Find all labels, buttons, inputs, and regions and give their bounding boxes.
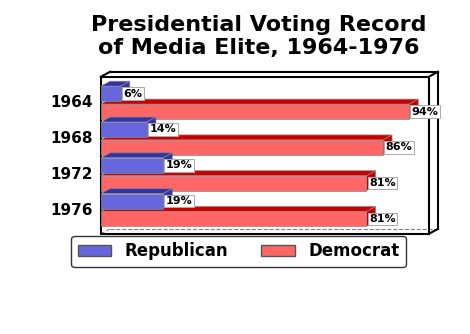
Bar bbox=[101, 86, 121, 101]
Text: 6%: 6% bbox=[123, 89, 142, 99]
Bar bbox=[101, 194, 163, 208]
Polygon shape bbox=[163, 189, 172, 208]
Polygon shape bbox=[367, 171, 376, 191]
Polygon shape bbox=[101, 81, 130, 86]
Polygon shape bbox=[383, 135, 392, 155]
Polygon shape bbox=[367, 206, 376, 226]
Bar bbox=[101, 176, 367, 191]
Bar bbox=[101, 211, 367, 226]
Polygon shape bbox=[121, 81, 130, 101]
Bar bbox=[101, 77, 429, 234]
Polygon shape bbox=[147, 117, 156, 137]
Bar bbox=[101, 104, 409, 119]
Text: 14%: 14% bbox=[149, 125, 176, 135]
Polygon shape bbox=[163, 153, 172, 173]
Polygon shape bbox=[101, 99, 418, 104]
Polygon shape bbox=[101, 135, 392, 140]
Polygon shape bbox=[101, 117, 156, 122]
Legend: Republican, Democrat: Republican, Democrat bbox=[71, 235, 406, 267]
Bar bbox=[101, 158, 163, 173]
Text: 19%: 19% bbox=[166, 196, 193, 206]
Bar bbox=[101, 122, 147, 137]
Polygon shape bbox=[409, 99, 418, 119]
Polygon shape bbox=[101, 189, 172, 194]
Text: 1972: 1972 bbox=[50, 167, 93, 182]
Text: 19%: 19% bbox=[166, 160, 193, 170]
Bar bbox=[101, 140, 383, 155]
Text: 81%: 81% bbox=[369, 214, 396, 224]
Title: Presidential Voting Record
of Media Elite, 1964-1976: Presidential Voting Record of Media Elit… bbox=[91, 15, 426, 58]
Text: 1976: 1976 bbox=[50, 202, 93, 217]
Text: 86%: 86% bbox=[385, 142, 412, 152]
Polygon shape bbox=[101, 153, 172, 158]
Text: 1968: 1968 bbox=[50, 131, 93, 146]
Polygon shape bbox=[101, 206, 376, 211]
Polygon shape bbox=[101, 171, 376, 176]
Text: 81%: 81% bbox=[369, 178, 396, 188]
Text: 1964: 1964 bbox=[50, 95, 93, 110]
Text: 94%: 94% bbox=[412, 107, 439, 117]
